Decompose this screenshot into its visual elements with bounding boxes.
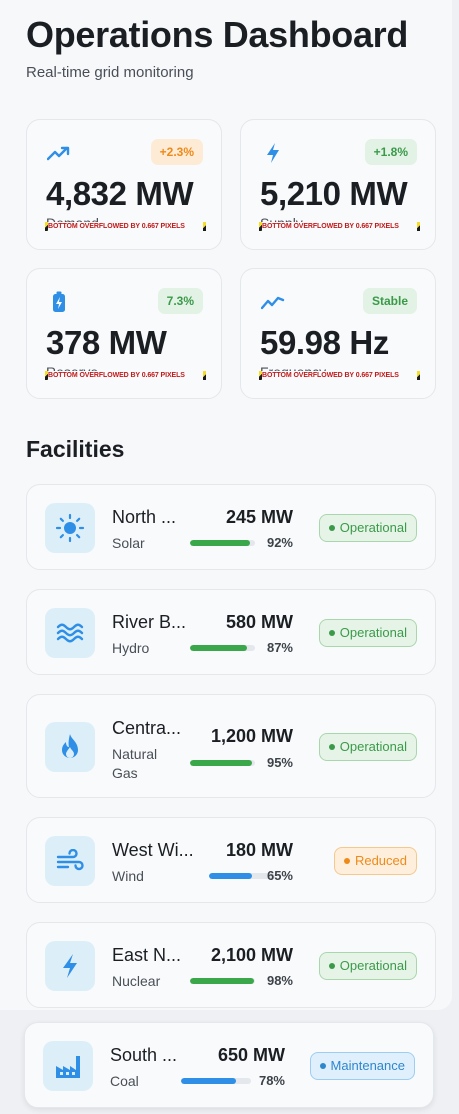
overflow-warning-stripe: BOTTOM OVERFLOWED BY 0.667 PIXELS [45, 371, 206, 380]
stat-label: Supply [260, 216, 303, 226]
facility-card-nuclear[interactable]: East N... Nuclear 2,100 MW 98% Operation… [26, 922, 436, 1008]
facility-name: East N... [112, 945, 182, 965]
status-chip[interactable]: Maintenance [309, 1052, 415, 1080]
overflow-warning-text: BOTTOM OVERFLOWED BY 0.667 PIXELS [48, 222, 203, 231]
capacity-percent: 92% [266, 535, 293, 550]
frequency-icon [261, 291, 285, 313]
stat-label: Reserve [46, 365, 99, 375]
status-dot [328, 963, 335, 969]
status-label: Reduced [354, 853, 407, 868]
section-title-facilities: Facilities [26, 436, 125, 462]
facility-output: 650 MW [217, 1045, 285, 1065]
stat-value: 378 MW [46, 324, 167, 361]
page-title: Operations Dashboard [26, 14, 409, 55]
stat-card-reserve[interactable]: 7.3% 378 MW Reserve BOTTOM OVERFLOWED BY… [26, 268, 222, 399]
bolt-icon [45, 941, 95, 991]
capacity-bar-fill [209, 873, 252, 879]
stat-label: Demand [46, 216, 99, 226]
capacity-bar [209, 873, 275, 879]
status-dot [343, 858, 350, 864]
stat-badge: 7.3% [157, 288, 203, 314]
status-chip[interactable]: Operational [318, 514, 417, 542]
status-dot [328, 525, 335, 531]
facility-type: Hydro [112, 640, 150, 656]
facility-name: Centra... [112, 718, 182, 738]
overflow-warning-stripe: BOTTOM OVERFLOWED BY 0.667 PIXELS [259, 371, 420, 380]
status-dot [319, 1063, 326, 1069]
stat-card-supply[interactable]: +1.8% 5,210 MW Supply BOTTOM OVERFLOWED … [240, 119, 436, 250]
stat-value: 4,832 MW [46, 175, 194, 212]
status-label: Operational [339, 625, 407, 640]
facility-type: Natural Gas [112, 746, 158, 781]
status-chip[interactable]: Operational [318, 619, 417, 647]
stat-label: Frequency [260, 365, 327, 375]
status-label: Operational [339, 739, 407, 754]
capacity-percent: 95% [266, 755, 293, 770]
status-chip[interactable]: Reduced [333, 847, 417, 875]
capacity-bar-fill [190, 540, 250, 546]
water-icon [45, 608, 95, 658]
capacity-percent: 65% [266, 868, 293, 883]
overflow-warning-text: BOTTOM OVERFLOWED BY 0.667 PIXELS [48, 371, 203, 380]
facility-output: 2,100 MW [210, 945, 293, 965]
facility-card-solar[interactable]: North ... Solar 245 MW 92% Operational [26, 484, 436, 570]
facility-type: Wind [112, 868, 144, 884]
status-chip[interactable]: Operational [318, 733, 417, 761]
facility-output: 180 MW [225, 840, 293, 860]
dashboard-screen: Operations Dashboard Real-time grid moni… [26, 14, 436, 1008]
facility-type: Nuclear [112, 973, 161, 989]
facility-name: South ... [110, 1045, 178, 1065]
capacity-bar [190, 760, 255, 766]
overflow-warning-text: BOTTOM OVERFLOWED BY 0.667 PIXELS [262, 371, 417, 380]
bolt-icon [261, 142, 285, 164]
facility-output: 1,200 MW [210, 726, 293, 746]
facility-type: Coal [110, 1073, 139, 1089]
facility-name: River B... [112, 612, 187, 632]
capacity-percent: 87% [266, 640, 293, 655]
facility-output: 245 MW [225, 507, 293, 527]
facility-card-coal[interactable]: South ... Coal 650 MW 78% Maintenance [24, 1022, 434, 1108]
status-dot [328, 744, 335, 750]
facility-name: West Wi... [112, 840, 194, 860]
stat-badge: +1.8% [364, 139, 417, 165]
capacity-bar [181, 1078, 251, 1084]
status-chip[interactable]: Operational [318, 952, 417, 980]
facility-name: North ... [112, 507, 177, 527]
facility-card-wind[interactable]: West Wi... Wind 180 MW 65% Reduced [26, 817, 436, 903]
capacity-bar [190, 978, 255, 984]
status-label: Operational [339, 958, 407, 973]
trending-up-icon [47, 142, 71, 164]
capacity-bar-fill [190, 760, 252, 766]
overflow-warning-text: BOTTOM OVERFLOWED BY 0.667 PIXELS [262, 222, 417, 231]
overflow-warning-stripe: BOTTOM OVERFLOWED BY 0.667 PIXELS [259, 222, 420, 231]
overflow-warning-stripe: BOTTOM OVERFLOWED BY 0.667 PIXELS [45, 222, 206, 231]
stat-badge: Stable [362, 288, 417, 314]
capacity-bar [190, 540, 255, 546]
status-label: Operational [339, 520, 407, 535]
capacity-percent: 98% [266, 973, 293, 988]
status-label: Maintenance [330, 1058, 405, 1073]
battery-icon [47, 291, 71, 313]
facility-output: 580 MW [225, 612, 293, 632]
capacity-bar [190, 645, 255, 651]
flame-icon [45, 722, 95, 772]
stat-value: 59.98 Hz [260, 324, 389, 361]
wind-icon [45, 836, 95, 886]
stat-value: 5,210 MW [260, 175, 408, 212]
page-subtitle: Real-time grid monitoring [26, 64, 194, 81]
facility-type: Solar [112, 535, 145, 551]
stat-card-demand[interactable]: +2.3% 4,832 MW Demand BOTTOM OVERFLOWED … [26, 119, 222, 250]
capacity-percent: 78% [258, 1073, 285, 1088]
capacity-bar-fill [181, 1078, 236, 1084]
stat-card-frequency[interactable]: Stable 59.98 Hz Frequency BOTTOM OVERFLO… [240, 268, 436, 399]
facility-card-natural-gas[interactable]: Centra... Natural Gas 1,200 MW 95% Opera… [26, 694, 436, 798]
facility-card-hydro[interactable]: River B... Hydro 580 MW 87% Operational [26, 589, 436, 675]
factory-icon [43, 1041, 93, 1091]
sun-icon [45, 503, 95, 553]
capacity-bar-fill [190, 645, 247, 651]
capacity-bar-fill [190, 978, 254, 984]
stat-badge: +2.3% [150, 139, 203, 165]
status-dot [328, 630, 335, 636]
